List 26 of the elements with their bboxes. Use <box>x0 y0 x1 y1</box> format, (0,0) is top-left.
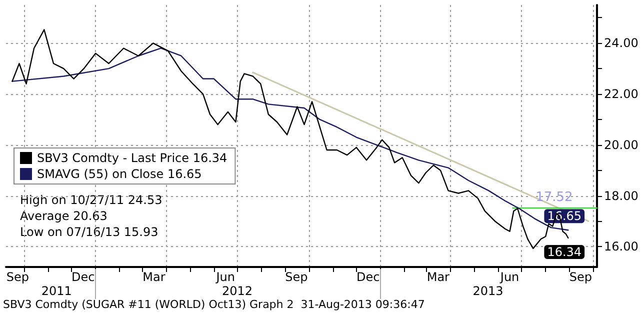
x2-tick-label: 2013 <box>472 284 504 298</box>
y-tick-label: 22.00 <box>604 87 638 102</box>
x2-tick-label: 2012 <box>222 284 253 298</box>
x-tick-label: Jun <box>499 270 520 284</box>
x-tick-label: Sep <box>285 270 308 284</box>
x-tick-label: Dec <box>71 270 95 284</box>
x-tick-label: Mar <box>426 270 450 284</box>
x2-tick-label: 2011 <box>41 284 72 298</box>
legend-label: SMAVG (55) on Close 16.65 <box>37 167 202 181</box>
data-label: 17.52 <box>536 190 573 205</box>
x-tick-label: Jun <box>215 270 235 284</box>
annotation: Low on 07/16/13 15.93 <box>20 225 158 239</box>
data-label: 16.34 <box>547 245 582 259</box>
x-tick-label: Mar <box>142 270 166 284</box>
legend-label: SBV3 Comdty - Last Price 16.34 <box>37 151 228 165</box>
y-tick-label: 20.00 <box>604 138 638 152</box>
y-tick-label: 24.00 <box>604 36 638 50</box>
y-tick-label: 18.00 <box>604 188 638 203</box>
y-tick-label: 16.00 <box>604 240 638 254</box>
text: SBV3 Comdty (SUGAR #11 (WORLD) Oct13) Graph 2 31-Aug-2013 09:36:47 <box>3 298 425 311</box>
x-tick-label: Dec <box>356 270 380 284</box>
annotation: Average 20.63 <box>20 209 108 223</box>
data-label: 16.65 <box>547 209 582 224</box>
annotation: High on 10/27/11 24.53 <box>20 193 162 207</box>
x-tick-label: Sep <box>569 270 592 284</box>
x-tick-label: Sep <box>6 270 29 284</box>
